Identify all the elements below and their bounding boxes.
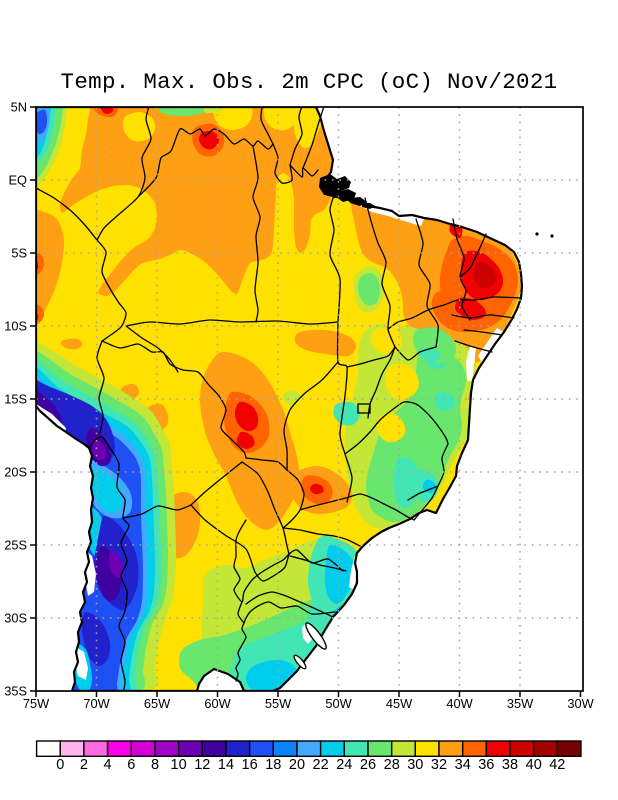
svg-text:75W: 75W [23, 696, 50, 711]
svg-text:30: 30 [407, 757, 423, 773]
svg-text:34: 34 [455, 757, 471, 773]
svg-text:70W: 70W [83, 696, 110, 711]
svg-text:14: 14 [218, 757, 234, 773]
svg-text:2: 2 [80, 757, 88, 773]
svg-text:35S: 35S [4, 684, 27, 699]
svg-text:Temp. Max. Obs. 2m CPC (oC) No: Temp. Max. Obs. 2m CPC (oC) Nov/2021 [61, 69, 558, 95]
svg-text:5N: 5N [11, 100, 27, 115]
svg-text:28: 28 [384, 757, 400, 773]
svg-text:EQ: EQ [9, 173, 28, 188]
svg-text:25S: 25S [4, 538, 27, 553]
svg-text:20: 20 [289, 757, 305, 773]
svg-text:15S: 15S [4, 392, 27, 407]
svg-text:65W: 65W [144, 696, 171, 711]
svg-text:26: 26 [360, 757, 376, 773]
svg-text:6: 6 [127, 757, 135, 773]
svg-text:30S: 30S [4, 611, 27, 626]
svg-text:42: 42 [549, 757, 565, 773]
svg-text:0: 0 [56, 757, 64, 773]
svg-text:40W: 40W [446, 696, 473, 711]
svg-text:16: 16 [242, 757, 258, 773]
svg-text:8: 8 [151, 757, 159, 773]
svg-text:24: 24 [336, 757, 352, 773]
svg-text:45W: 45W [386, 696, 413, 711]
svg-text:55W: 55W [265, 696, 292, 711]
svg-text:30W: 30W [567, 696, 594, 711]
svg-text:20S: 20S [4, 465, 27, 480]
svg-text:22: 22 [313, 757, 329, 773]
svg-text:38: 38 [502, 757, 518, 773]
svg-text:4: 4 [104, 757, 112, 773]
svg-text:12: 12 [194, 757, 210, 773]
svg-text:5S: 5S [11, 246, 27, 261]
svg-text:10S: 10S [4, 319, 27, 334]
svg-text:10: 10 [171, 757, 187, 773]
svg-text:32: 32 [431, 757, 447, 773]
svg-text:36: 36 [478, 757, 494, 773]
svg-text:40: 40 [526, 757, 542, 773]
svg-text:50W: 50W [325, 696, 352, 711]
svg-text:18: 18 [265, 757, 281, 773]
svg-text:35W: 35W [507, 696, 534, 711]
svg-text:60W: 60W [204, 696, 231, 711]
